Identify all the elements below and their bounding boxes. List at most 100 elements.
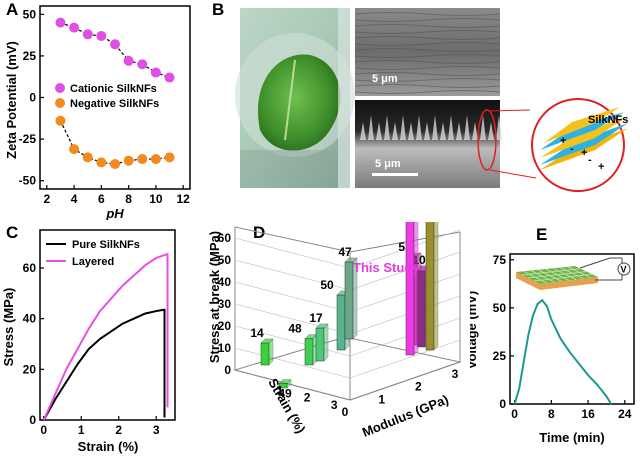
inset-grid-line (521, 268, 581, 276)
z-tick-label: 0 (224, 363, 231, 377)
x-tick-label: 1 (78, 423, 85, 437)
x-tick-label: 4 (71, 192, 78, 206)
bar-front (260, 342, 270, 366)
panel-c-label: C (6, 223, 18, 242)
sem-spike (440, 122, 446, 140)
y-tick-label: 25 (23, 49, 37, 63)
legend-label-negative: Negative SilkNFs (70, 98, 159, 110)
y-tick-label: 0 (29, 413, 36, 427)
x-tick-label: 8 (125, 192, 132, 206)
sem-fiber-line (354, 60, 501, 64)
grid-line (349, 273, 461, 313)
z-tick-label: 50 (218, 253, 232, 267)
data-point (69, 144, 80, 155)
panel-b: B 5 μm 5 μm (200, 0, 640, 195)
grid-line (349, 317, 461, 357)
data-point (55, 17, 66, 28)
panel-e-xlabel: Time (min) (539, 430, 605, 445)
y-tick-label: 75 (493, 253, 507, 267)
bar-label: 50 (320, 278, 334, 292)
x-tick-label: 3 (153, 423, 160, 437)
sem-image-top: 5 μm (354, 8, 501, 96)
data-point (96, 157, 107, 168)
y-tick-label: 40 (23, 312, 37, 326)
sem-fiber-line (354, 18, 501, 22)
grid-line (234, 347, 351, 379)
legend-marker-negative (55, 98, 65, 108)
panel-c-frame (39, 229, 176, 421)
sem-spike (376, 122, 382, 140)
panel-b-label: B (212, 0, 224, 19)
grid-line (349, 229, 461, 269)
bar-front (304, 338, 314, 366)
data-point (123, 55, 134, 66)
x-tick-label: 8 (548, 407, 555, 421)
y-tick-label: 20 (23, 362, 37, 376)
grid-line (349, 251, 461, 291)
charge-sign-4: - (588, 154, 592, 166)
zoom-highlight (477, 109, 497, 171)
charge-sign-1: + (560, 135, 566, 147)
y-tick-label: 60 (23, 261, 37, 275)
data-point (150, 154, 161, 165)
x-tick-label: 24 (618, 407, 632, 421)
sem-fiber-line (354, 78, 501, 82)
panel-d-side-wall (349, 231, 461, 401)
panel-a-ylabel: Zeta Potential (mV) (4, 41, 19, 159)
inset-grid-line (527, 271, 587, 279)
bar-front (315, 327, 325, 362)
sem-fiber-line (354, 24, 501, 28)
x-tick-label: 10 (149, 192, 163, 206)
bar-side (352, 257, 358, 340)
data-point (150, 67, 161, 78)
legend-label-pure: Pure SilkNFs (72, 239, 140, 251)
bar-front (425, 222, 435, 351)
zoom-line-top (489, 109, 531, 112)
sem-spike (408, 122, 414, 140)
panel-c-ylabel: Stress (MPa) (1, 288, 16, 367)
panel-c-xlabel: Strain (%) (78, 439, 139, 454)
scale-label-bottom: 5 μm (375, 158, 401, 170)
y-tick-label: 50 (23, 7, 37, 21)
y-tick-label: -50 (19, 174, 37, 188)
scale-bar (372, 173, 418, 176)
x-tick-label: 6 (98, 192, 105, 206)
bar-front (336, 294, 346, 351)
x-tick-label: 0 (40, 423, 47, 437)
grid-line (234, 325, 351, 357)
sem-spike (432, 115, 438, 140)
sem-spike (392, 122, 398, 140)
modulus-tick-label: 3 (452, 367, 459, 381)
data-point (164, 72, 175, 83)
panel-a-chart: A 2 4 6 8 10 12 50 25 0 -25 -50 Zeta Potential (mV… (4, 0, 191, 220)
data-point (137, 59, 148, 70)
z-tick-label: 20 (218, 319, 232, 333)
strain-tick-label: 1 (277, 383, 284, 397)
data-point (123, 155, 134, 166)
sem-spike (384, 115, 390, 140)
data-point (164, 152, 175, 163)
data-point (110, 159, 120, 170)
voltmeter-symbol: V (621, 265, 627, 275)
bar-label: 17 (309, 311, 323, 325)
panel-c-legend: Pure SilkNFs Layered (46, 239, 140, 268)
schematic-label: SilkNFs (588, 114, 628, 126)
bar-label: 14 (250, 326, 264, 340)
sem-spike (464, 115, 470, 140)
sem-fiber-line (354, 54, 501, 58)
sem-spike (360, 122, 366, 140)
panel-a-legend: Cationic SilkNFs Negative SilkNFs (55, 83, 159, 110)
data-point (82, 29, 93, 40)
sem-fiber-line (354, 48, 501, 52)
panel-d-ylabel: Stress at break (MPa) (207, 231, 222, 363)
scale-label-top: 5 μm (372, 73, 398, 85)
sem-spike (480, 115, 486, 140)
grid-line (234, 237, 351, 269)
sem-spike (472, 122, 478, 140)
z-tick-label: 30 (218, 297, 232, 311)
sem-spike (416, 115, 422, 140)
zoom-line-bottom (489, 169, 537, 179)
bar-side (286, 378, 292, 389)
sem-spike (448, 115, 454, 140)
